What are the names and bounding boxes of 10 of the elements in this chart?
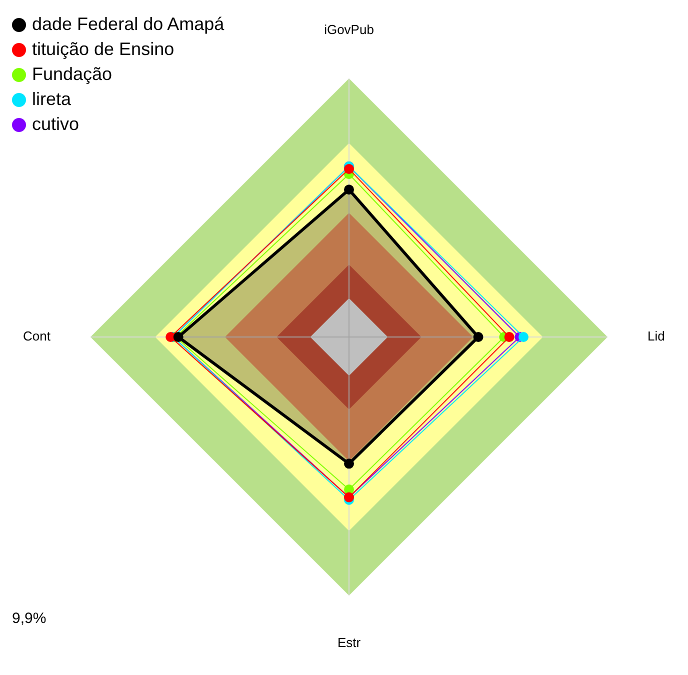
legend-label: lireta (32, 89, 72, 110)
legend-label: tituição de Ensino (32, 39, 174, 60)
text: 9,9% (12, 610, 46, 627)
spoke-label: Cont (22, 328, 51, 344)
legend-label: Fundação (32, 64, 112, 85)
spoke-label: Lid (648, 328, 665, 344)
spoke-label: Estr (337, 634, 362, 650)
spoke-label: iGovPub (324, 22, 374, 38)
legend-label: dade Federal do Amapá (32, 14, 224, 35)
legend-label: cutivo (32, 114, 80, 135)
